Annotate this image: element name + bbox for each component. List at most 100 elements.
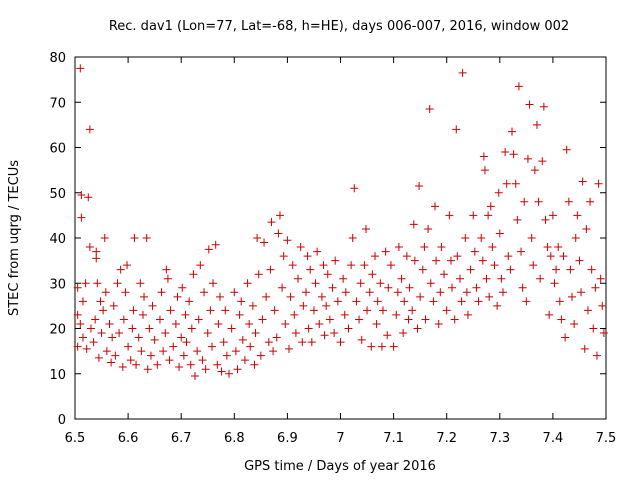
data-point: [253, 234, 262, 242]
data-point: [92, 254, 101, 263]
x-tick-label: 6.6: [118, 431, 139, 446]
data-point: [568, 292, 577, 301]
data-point: [201, 365, 210, 374]
data-point: [589, 324, 598, 333]
data-point: [566, 265, 575, 274]
data-point: [404, 315, 413, 324]
data-point: [166, 306, 175, 315]
data-point: [478, 256, 487, 265]
data-point: [294, 274, 303, 283]
data-point: [119, 315, 128, 324]
data-point: [178, 283, 187, 292]
data-point: [129, 306, 138, 315]
y-tick-label: 70: [49, 96, 66, 111]
data-point: [461, 234, 470, 242]
data-point: [286, 292, 295, 301]
data-point: [121, 288, 130, 297]
data-point: [532, 120, 541, 129]
data-point: [260, 238, 269, 247]
data-point: [545, 310, 554, 319]
data-point: [341, 288, 350, 297]
data-point: [187, 324, 196, 333]
x-tick-label: 6.7: [171, 431, 192, 446]
data-point: [262, 292, 271, 301]
data-point: [138, 310, 147, 319]
data-point: [306, 265, 315, 274]
x-tick-label: 6.9: [277, 431, 298, 446]
data-point: [446, 256, 455, 265]
data-point: [132, 360, 141, 369]
data-point: [307, 338, 316, 347]
data-point: [323, 270, 332, 279]
data-point: [333, 297, 342, 306]
data-point: [502, 179, 511, 188]
data-point: [222, 351, 231, 360]
data-point: [386, 261, 395, 270]
data-point: [436, 288, 445, 297]
data-point: [165, 356, 174, 365]
data-point: [583, 306, 592, 315]
data-point: [77, 213, 86, 222]
data-point: [437, 243, 446, 252]
data-point: [363, 306, 372, 315]
data-point: [539, 102, 548, 111]
data-point: [587, 265, 596, 274]
data-point: [159, 347, 168, 356]
data-point: [313, 247, 322, 256]
data-point: [82, 344, 91, 353]
data-point: [458, 68, 467, 77]
data-point: [288, 261, 297, 270]
data-point: [592, 351, 601, 360]
data-point: [157, 288, 166, 297]
data-point: [235, 310, 244, 319]
data-point: [128, 324, 137, 333]
data-point: [264, 338, 273, 347]
x-tick-label: 7.4: [543, 431, 564, 446]
data-point: [355, 315, 364, 324]
data-point: [425, 105, 434, 114]
data-point: [248, 301, 257, 310]
data-point: [378, 306, 387, 315]
data-point: [270, 306, 279, 315]
x-tick-label: 6.8: [224, 431, 245, 446]
data-point: [518, 283, 527, 292]
x-tick-label: 6.5: [65, 431, 86, 446]
data-point: [527, 234, 536, 242]
data-point: [134, 333, 143, 342]
data-point: [281, 319, 290, 328]
data-point: [115, 329, 124, 338]
data-point: [108, 333, 117, 342]
data-point: [146, 351, 155, 360]
data-point: [278, 283, 287, 292]
data-point: [415, 181, 424, 190]
data-point: [394, 243, 403, 252]
data-point: [207, 342, 216, 351]
data-point: [240, 356, 249, 365]
data-point: [577, 288, 586, 297]
y-tick-label: 10: [49, 368, 66, 383]
data-point: [78, 297, 87, 306]
data-point: [85, 243, 94, 252]
data-point: [392, 310, 401, 319]
data-point: [477, 234, 486, 242]
data-point: [442, 306, 451, 315]
data-point: [315, 319, 324, 328]
data-point: [402, 252, 411, 261]
data-point: [525, 100, 534, 109]
data-point: [529, 261, 538, 270]
data-point: [523, 154, 532, 163]
data-point: [495, 229, 504, 238]
data-point: [486, 202, 495, 211]
data-point: [457, 297, 466, 306]
data-point: [303, 252, 312, 261]
data-point: [299, 301, 308, 310]
data-point: [336, 338, 345, 347]
data-point: [109, 301, 118, 310]
data-point: [400, 297, 409, 306]
data-point: [209, 279, 218, 288]
data-point: [191, 372, 200, 381]
data-point: [137, 347, 146, 356]
y-tick-label: 40: [49, 232, 66, 247]
data-point: [320, 331, 329, 340]
data-point: [564, 197, 573, 206]
